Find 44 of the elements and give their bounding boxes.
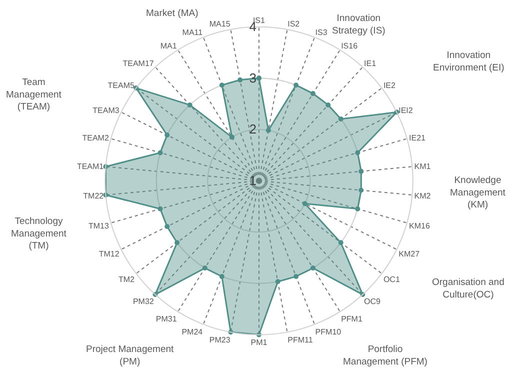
text: Team Management (TEAM) (6, 77, 62, 113)
spoke-label: KM1 (414, 162, 432, 172)
spoke-label: TEAM1 (76, 162, 104, 172)
spoke-label: PFM11 (288, 336, 314, 345)
spoke-label: TEAM5 (108, 81, 136, 90)
spoke-label: PM24 (182, 328, 204, 337)
spoke-label: IS16 (341, 41, 358, 50)
spoke-label: KM16 (409, 221, 430, 230)
text: Market (MA) (146, 8, 198, 19)
spoke-label: TM22 (83, 192, 104, 201)
spoke-label: KM27 (398, 249, 420, 258)
y-tick-label: 2 (249, 122, 257, 137)
text: Technology Management (TM) (11, 216, 67, 252)
spoke-label: IE21 (409, 133, 426, 142)
text: Innovation Strategy (IS) (332, 13, 386, 36)
text: Knowledge Management (KM) (450, 175, 506, 211)
y-tick-label: 1 (249, 173, 257, 188)
spoke-label: PFM10 (315, 328, 342, 337)
text: Portfolio Management (PFM) (343, 344, 428, 368)
spoke-label: OC9 (364, 296, 382, 306)
spoke-label: TM2 (118, 274, 136, 284)
text: Project Management (PM) (86, 344, 174, 368)
spoke-label: IE1 (364, 59, 377, 68)
text: Innovation Environment (EI) (433, 50, 504, 74)
spoke-label: OC1 (383, 274, 400, 284)
spoke-label: KM2 (414, 192, 432, 201)
spoke-label: MA1 (160, 41, 178, 50)
spoke-label: PM31 (156, 314, 178, 324)
spoke-label: PM32 (132, 296, 154, 306)
spoke-label: IEI2 (398, 106, 414, 116)
spoke-label: TM13 (88, 221, 110, 230)
text: Organisation and Culture(OC) (432, 277, 504, 300)
spoke-label: TEAM3 (92, 106, 120, 116)
spoke-label: PFM1 (341, 314, 363, 324)
spoke-label: IS2 (288, 19, 300, 28)
spoke-label: IE2 (383, 81, 396, 90)
spoke-label: TEAM2 (82, 133, 110, 142)
spoke-label: MA15 (209, 19, 231, 28)
spoke-label: PM23 (209, 336, 231, 345)
spoke-label: PM1 (250, 338, 268, 347)
spoke-label: TM12 (98, 249, 120, 258)
spoke-label: IS3 (315, 28, 328, 37)
spoke-label: TEAM17 (122, 59, 154, 68)
spoke-label: MA11 (182, 28, 204, 37)
